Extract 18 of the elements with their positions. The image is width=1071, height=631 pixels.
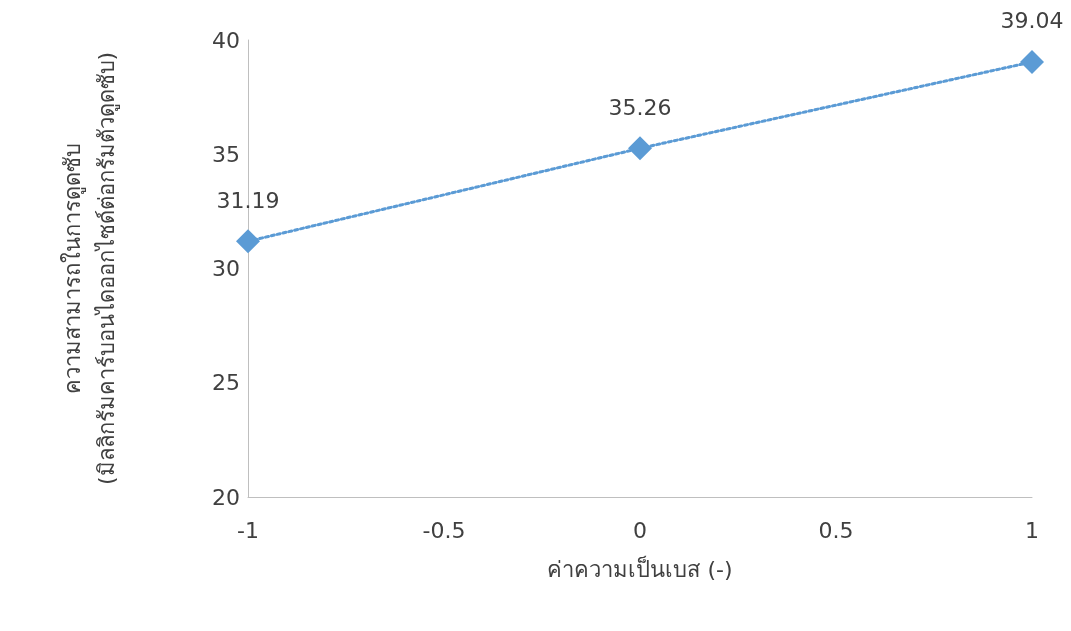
y-tick-label: 40 [212,27,240,53]
x-tick-label: 0 [633,517,647,543]
point [1020,49,1044,74]
y-tick-label: 35 [212,141,240,167]
x-tick-label: -1 [237,517,259,543]
x-axis-title: ค่าความเป็นเบส (-) [547,554,733,582]
y-tick-label: 25 [212,370,240,396]
y-tick-label: 30 [212,256,240,281]
data-label: 39.04 [1000,8,1064,34]
x-tick-label: 1 [1025,517,1039,543]
y-tick-label: 20 [212,484,240,510]
x-tick-label: 0.5 [818,517,854,543]
point [628,136,652,161]
data-label: 31.19 [216,187,280,213]
point [236,229,260,254]
y-axis-title: ความสามารถในการดูดซับ (มิลลิกรัมคาร์บอนไดออกไซด์ต่อกรัมตัวดูดซับ) [59,51,120,486]
x-tick-label: -0.5 [422,517,466,543]
data-label: 35.26 [608,94,672,120]
